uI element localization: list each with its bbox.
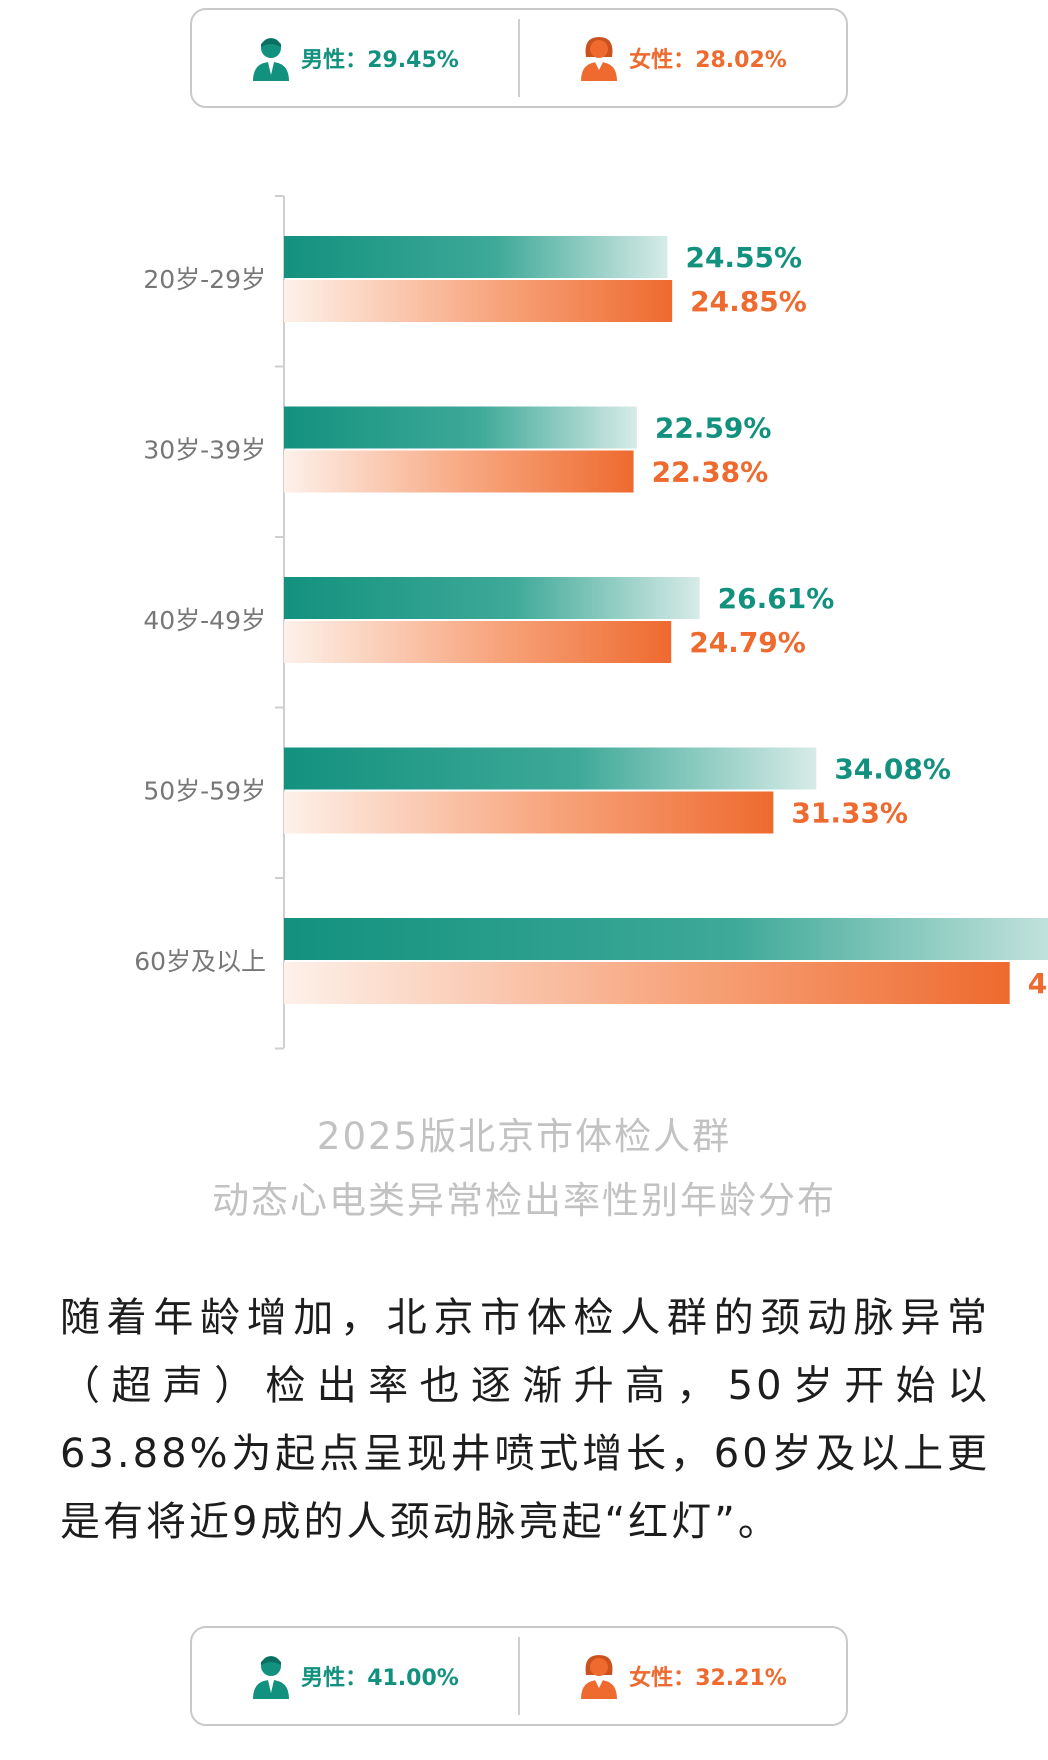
bar-female (284, 280, 673, 322)
category-label: 40岁-49岁 (143, 606, 266, 635)
data-label-female: 24.79% (689, 626, 806, 659)
male-user-icon (253, 1656, 290, 1699)
data-label-male: 34.08% (834, 753, 951, 786)
data-label-female: 22.38% (652, 456, 769, 489)
female-user-icon (581, 1655, 618, 1699)
summary-male-text: 男性：29.45% (301, 48, 459, 73)
summary-card-top: 男性：29.45% 女性：28.02% (190, 8, 848, 108)
category-label: 20岁-29岁 (143, 265, 266, 294)
data-label-male: 22.59% (655, 412, 772, 445)
female-user-icon (581, 37, 618, 81)
summary-female-text: 女性：28.02% (629, 48, 787, 73)
summary-male-text: 男性：41.00% (301, 1666, 459, 1691)
data-label-male: 26.61% (718, 582, 835, 615)
divider (518, 1637, 520, 1715)
bar-female (284, 962, 1010, 1004)
bar-male (284, 406, 637, 449)
data-label-female: 24.85% (690, 285, 807, 318)
body-paragraph: 随着年龄增加，北京市体检人群的颈动脉异常（超声）检出率也逐渐升高，50岁开始以6… (60, 1295, 990, 1545)
summary-female-text: 女性：32.21% (629, 1666, 787, 1691)
chart-title-line1: 2025版北京市体检人群 (316, 1115, 732, 1158)
summary-card-bottom: 男性：41.00% 女性：32.21% (190, 1626, 848, 1726)
data-label-male: 24.55% (685, 241, 802, 274)
male-user-icon (253, 38, 290, 81)
bar-female (284, 450, 634, 493)
data-label-female: 46.46% (1028, 967, 1048, 1000)
bar-male (284, 747, 817, 790)
bar-female (284, 791, 774, 834)
bar-male (284, 236, 668, 278)
bar-chart: 20岁-29岁 24.55% 24.85% 30岁-39岁 22.59% 22.38% 40… (134, 195, 1048, 1050)
bar-male (284, 577, 700, 619)
category-label: 30岁-39岁 (143, 436, 266, 465)
summary-male: 男性：29.45% (192, 10, 518, 106)
summary-female: 女性：28.02% (520, 10, 846, 106)
bar-female (284, 621, 672, 663)
category-label: 50岁-59岁 (143, 777, 266, 806)
bar-male (284, 918, 1048, 960)
chart-title-line2: 动态心电类异常检出率性别年龄分布 (212, 1179, 836, 1222)
divider (518, 19, 520, 97)
category-label: 60岁及以上 (134, 947, 266, 976)
summary-male: 男性：41.00% (192, 1628, 518, 1724)
summary-female: 女性：32.21% (520, 1628, 846, 1724)
data-label-female: 31.33% (791, 797, 908, 830)
